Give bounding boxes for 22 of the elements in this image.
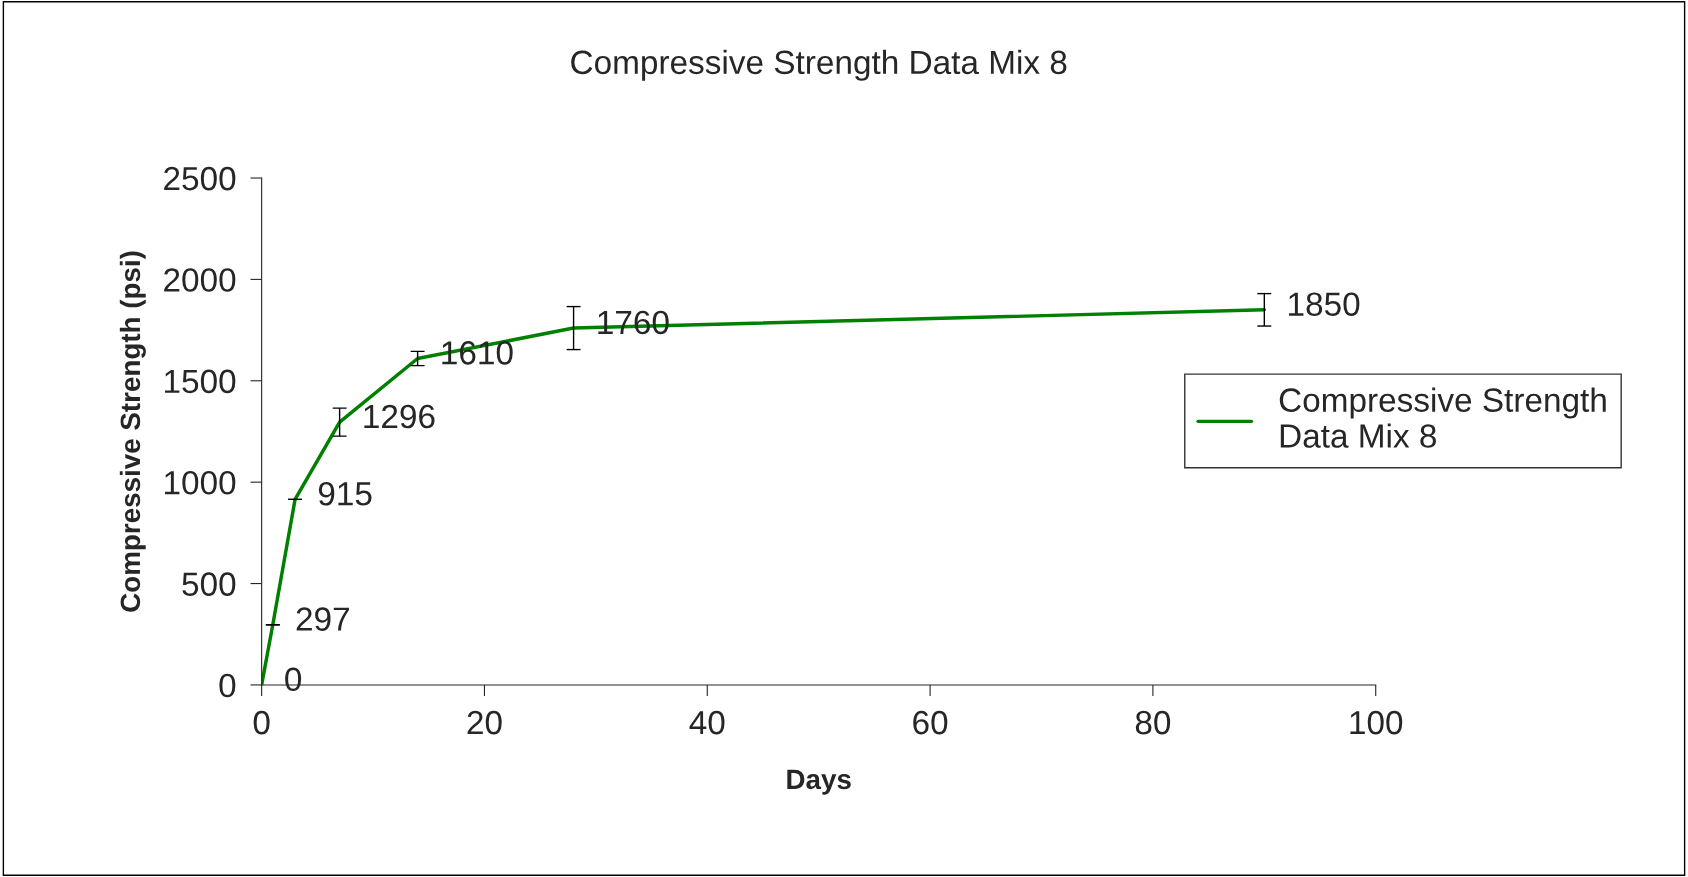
y-tick-label: 2500 — [164, 166, 236, 191]
x-tick-label: 80 — [1135, 710, 1171, 735]
data-label: 297 — [296, 607, 349, 631]
data-label: 0 — [285, 667, 302, 692]
x-tick-label: 0 — [253, 710, 270, 735]
legend-label: Compressive Strength Data Mix 8 — [1279, 387, 1606, 448]
x-tick-label: 60 — [913, 710, 948, 735]
y-tick-label: 1000 — [165, 470, 236, 495]
data-label: 1610 — [442, 341, 513, 365]
x-tick-label: 20 — [467, 710, 502, 735]
y-axis-title: Compressive Strength (psi) — [119, 251, 146, 612]
data-label: 1850 — [1289, 292, 1360, 316]
y-tick-label: 2000 — [164, 268, 236, 292]
x-axis-title: Days — [787, 769, 851, 795]
y-tick-label: 500 — [182, 572, 236, 596]
data-label: 915 — [318, 481, 372, 506]
y-tick-label: 0 — [219, 673, 236, 698]
data-label: 1296 — [364, 404, 435, 429]
chart-title: Compressive Strength Data Mix 8 — [571, 49, 1067, 81]
x-tick-label: 40 — [689, 710, 725, 735]
y-tick-label: 1500 — [165, 369, 236, 394]
x-tick-label: 100 — [1350, 710, 1403, 735]
